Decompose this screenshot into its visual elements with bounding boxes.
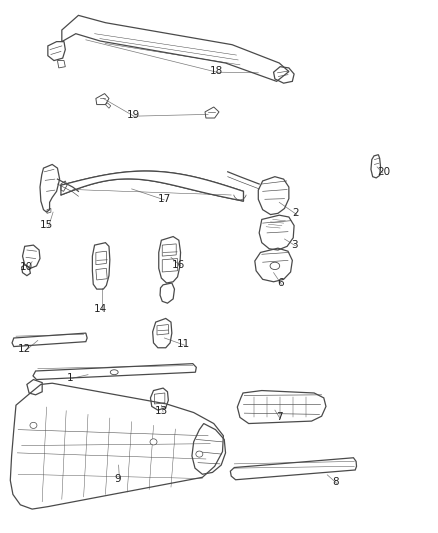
Text: 13: 13 <box>155 406 168 416</box>
Text: 17: 17 <box>158 193 171 204</box>
Text: 15: 15 <box>40 220 53 230</box>
Polygon shape <box>61 171 244 201</box>
Text: 8: 8 <box>333 477 339 487</box>
Text: 9: 9 <box>114 473 121 483</box>
Text: 3: 3 <box>291 239 297 249</box>
Text: 12: 12 <box>18 344 32 354</box>
Ellipse shape <box>150 439 157 445</box>
Ellipse shape <box>30 422 37 429</box>
Ellipse shape <box>270 262 280 270</box>
Text: 19: 19 <box>127 110 141 120</box>
Text: 16: 16 <box>172 260 185 270</box>
Ellipse shape <box>196 451 203 457</box>
Text: 11: 11 <box>177 339 190 349</box>
Text: 7: 7 <box>276 413 283 423</box>
Text: 6: 6 <box>277 278 283 288</box>
Text: 1: 1 <box>67 373 73 383</box>
Text: 20: 20 <box>378 167 391 177</box>
Text: 14: 14 <box>94 304 107 314</box>
Text: 18: 18 <box>210 66 223 76</box>
Ellipse shape <box>110 370 118 375</box>
Text: 10: 10 <box>19 262 32 272</box>
Text: 2: 2 <box>292 208 299 219</box>
